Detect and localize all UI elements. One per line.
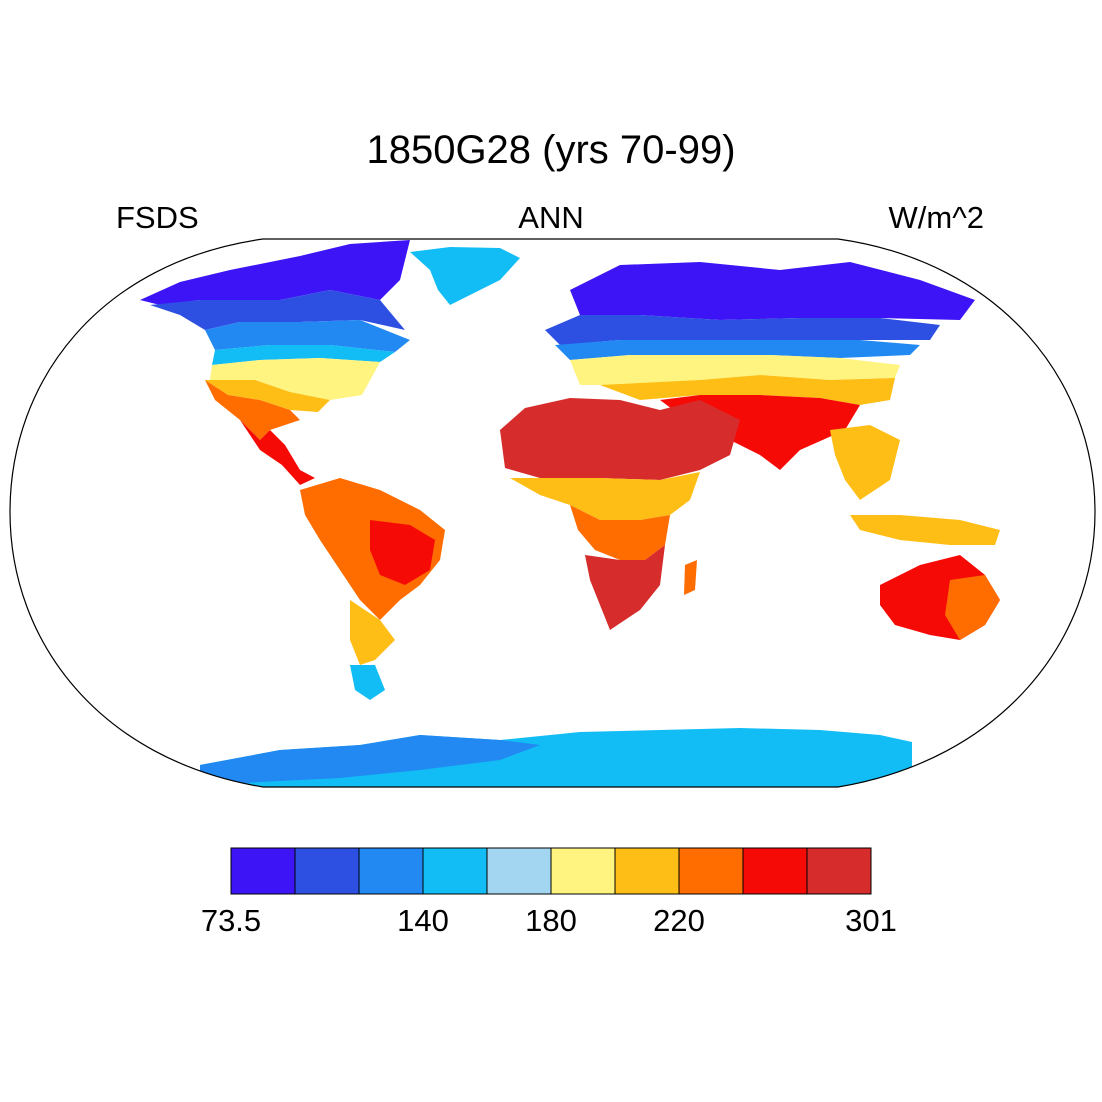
eurasia-band-6 [600, 375, 895, 405]
colorbar-tick-label: 140 [397, 903, 449, 938]
globe-outline [9, 238, 1096, 788]
south-america-south [350, 600, 395, 665]
indonesia [850, 515, 1000, 545]
colorbar-tick-label: 73.5 [200, 903, 262, 938]
colorbar-tick-label: 220 [653, 903, 705, 938]
colorbar-swatch [550, 847, 616, 895]
eurasia-band-5 [570, 355, 900, 385]
north-america-north [140, 240, 410, 305]
arabia [660, 400, 740, 470]
colorbar-swatch [422, 847, 488, 895]
north-america-band-5 [210, 358, 380, 400]
map-title: 1850G28 (yrs 70-99) [366, 128, 736, 172]
north-america-band-2 [150, 290, 405, 330]
south-america-tip [350, 665, 385, 700]
north-america-band-4 [212, 345, 395, 365]
north-america-band-6 [205, 380, 330, 412]
colorbar-swatch [614, 847, 680, 895]
eurasia-band-2 [545, 315, 940, 345]
greenland [410, 247, 520, 305]
africa-north [500, 398, 700, 480]
units-label: W/m^2 [888, 200, 984, 235]
colorbar-swatch [678, 847, 744, 895]
southeast-asia [830, 425, 900, 500]
africa-south [585, 545, 665, 630]
colorbar [230, 847, 872, 895]
north-america-band-3 [205, 320, 410, 352]
africa-central [570, 505, 670, 560]
variable-label: FSDS [116, 200, 199, 235]
colorbar-swatch [486, 847, 552, 895]
central-america [240, 420, 315, 485]
colorbar-swatch [358, 847, 424, 895]
south-america-core [370, 520, 435, 585]
antarctica-coast [200, 735, 540, 787]
colorbar-swatch [294, 847, 360, 895]
colorbar-swatch [742, 847, 808, 895]
africa-band-equator [510, 472, 700, 520]
madagascar [684, 560, 697, 595]
colorbar-swatch [806, 847, 872, 895]
season-label: ANN [518, 200, 584, 235]
colorbar-tick-label: 301 [845, 903, 897, 938]
eurasia-north [570, 262, 975, 320]
map-land-layer [140, 240, 1000, 787]
australia-east [945, 575, 1000, 640]
north-america-south [205, 380, 300, 440]
colorbar-tick-label: 180 [525, 903, 577, 938]
colorbar-swatch [230, 847, 296, 895]
